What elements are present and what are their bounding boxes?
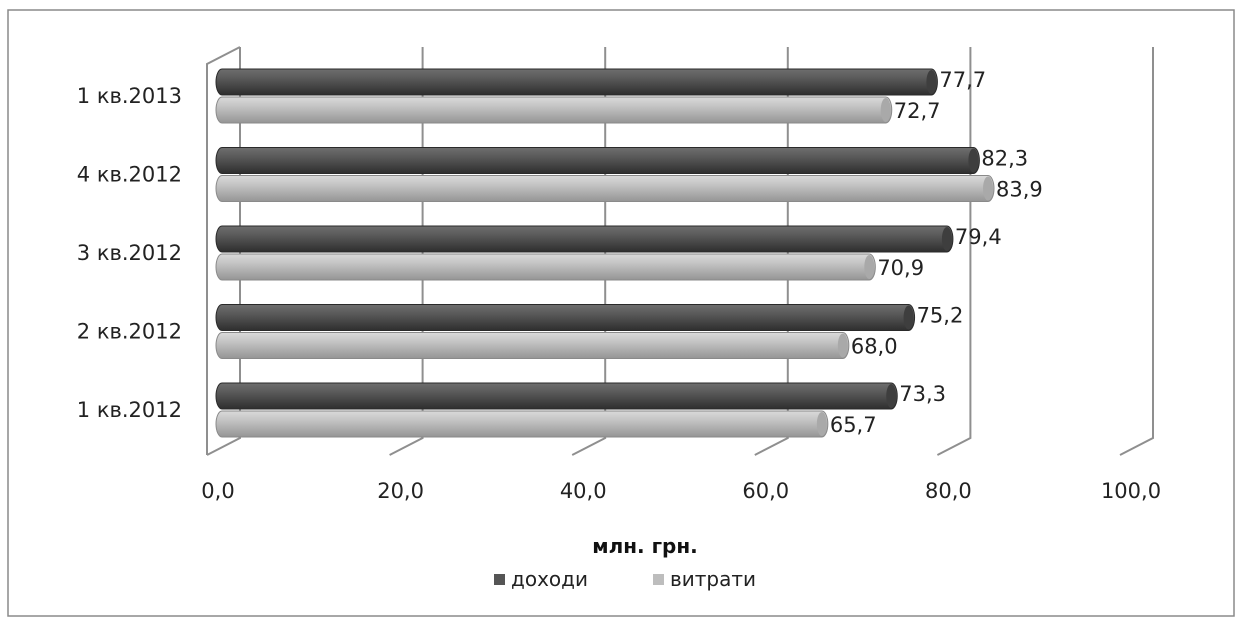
bar-vytraty xyxy=(215,96,893,124)
bar-dokhody xyxy=(215,68,938,96)
value-axis: 0,0 20,0 40,0 60,0 80,0 100,0 xyxy=(201,479,1161,503)
bar-end-cap xyxy=(968,148,979,173)
data-label: 73,3 xyxy=(899,382,946,406)
legend-label: витрати xyxy=(670,567,756,591)
bar-end-cap xyxy=(816,412,827,436)
bar-dokhody xyxy=(215,382,898,410)
data-labels: 73,3 65,7 75,2 68,0 79,4 70,9 82,3 83,9 77,7 72,7 xyxy=(830,68,1043,437)
bars xyxy=(215,68,995,438)
data-label: 75,2 xyxy=(917,304,964,328)
bar-dokhody xyxy=(215,225,954,253)
bar-dokhody xyxy=(215,304,916,331)
category-axis: 1 кв.2012 2 кв.2012 3 кв.2012 4 кв.2012 1 кв… xyxy=(77,84,182,422)
y-category-label: 3 кв.2012 xyxy=(77,241,182,265)
legend: доходи витрати xyxy=(494,567,756,591)
x-tick-label: 100,0 xyxy=(1101,479,1161,503)
x-tick-label: 40,0 xyxy=(560,479,607,503)
data-label: 83,9 xyxy=(996,178,1043,202)
data-label: 72,7 xyxy=(894,99,941,123)
side-wall xyxy=(206,46,241,455)
bar-end-cap xyxy=(983,176,994,201)
x-tick-label: 60,0 xyxy=(742,479,789,503)
x-tick-label: 20,0 xyxy=(377,479,424,503)
x-axis-title: млн. грн. xyxy=(592,534,698,558)
legend-label: доходи xyxy=(511,567,588,591)
bar-end-cap xyxy=(886,384,897,408)
x-tick-label: 0,0 xyxy=(201,479,234,503)
bar-end-cap xyxy=(941,227,952,251)
bar-end-cap xyxy=(880,98,891,122)
bar-end-cap xyxy=(926,70,937,94)
data-label: 65,7 xyxy=(830,413,877,437)
data-label: 82,3 xyxy=(981,147,1028,171)
data-label: 79,4 xyxy=(955,225,1002,249)
data-label: 68,0 xyxy=(851,335,898,359)
bar-vytraty xyxy=(215,410,829,438)
legend-swatch xyxy=(653,574,664,585)
bar-vytraty xyxy=(215,253,876,281)
x-tick-label: 80,0 xyxy=(925,479,972,503)
y-category-label: 4 кв.2012 xyxy=(77,163,182,187)
data-label: 70,9 xyxy=(877,256,924,280)
data-label: 77,7 xyxy=(939,68,986,92)
bar-end-cap xyxy=(903,305,914,330)
bar-end-cap xyxy=(864,255,875,279)
bar-vytraty xyxy=(215,175,995,202)
bar-dokhody xyxy=(215,147,980,174)
y-category-label: 1 кв.2013 xyxy=(77,84,182,108)
gridline xyxy=(1119,47,1154,456)
y-category-label: 2 кв.2012 xyxy=(77,320,182,344)
legend-swatch xyxy=(494,574,505,585)
bar-end-cap xyxy=(837,333,848,358)
y-category-label: 1 кв.2012 xyxy=(77,398,182,422)
bar-vytraty xyxy=(215,332,850,359)
